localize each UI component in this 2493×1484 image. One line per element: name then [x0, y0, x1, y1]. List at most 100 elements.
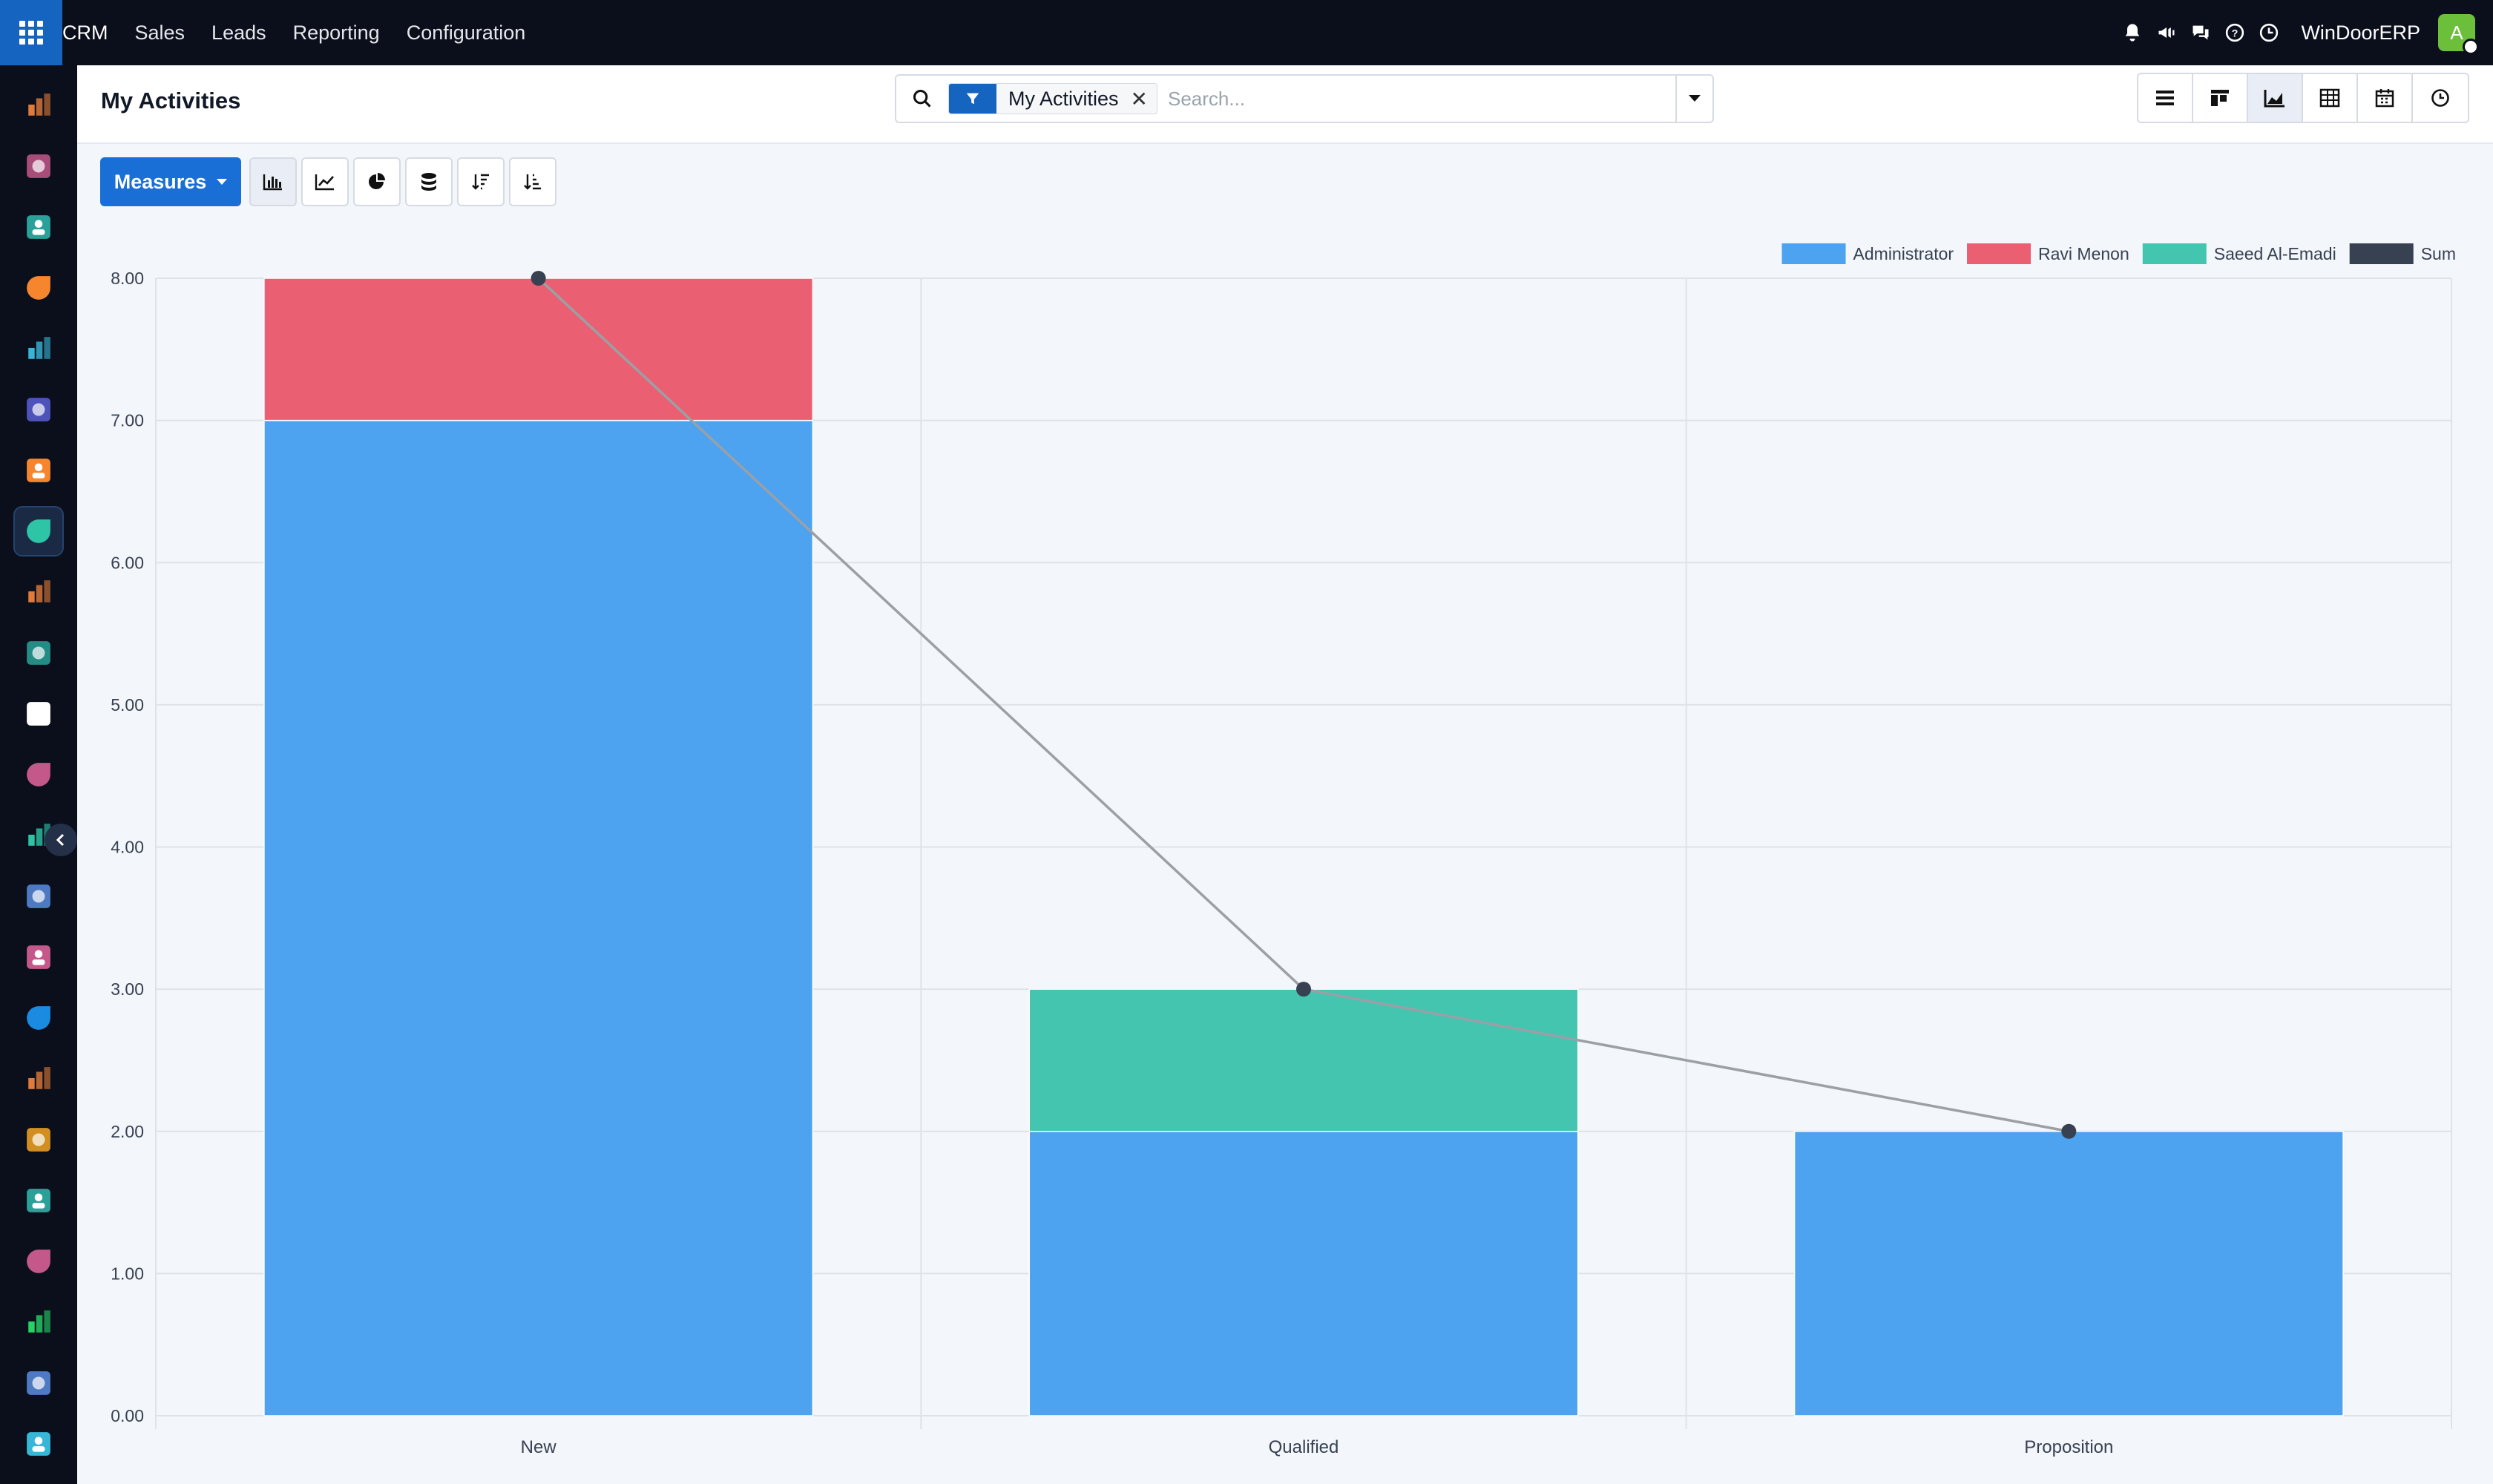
website-app-icon[interactable]	[15, 325, 62, 372]
filter-icon	[949, 84, 996, 114]
knowledge-app-icon[interactable]	[15, 873, 62, 920]
y-tick-label: 0.00	[111, 1406, 144, 1425]
menu-item-reporting[interactable]: Reporting	[292, 21, 380, 44]
kanban-view-button[interactable]	[2193, 74, 2248, 122]
x-tick-label: New	[521, 1437, 557, 1457]
app-sidebar	[0, 65, 77, 1484]
graph-chart: 0.00 1.00 2.00 3.00 4.00 5.00 6.00 7.00 8.00 New Q…	[111, 243, 2456, 1457]
discuss-app-icon[interactable]	[15, 142, 62, 190]
legend-swatch-saeed-al-emadi	[2142, 243, 2207, 264]
app-menu-button[interactable]	[0, 0, 62, 65]
timesheets-app-icon[interactable]	[15, 751, 62, 798]
menu-item-configuration[interactable]: Configuration	[406, 21, 526, 44]
sort-ascending-button[interactable]	[509, 157, 556, 206]
graph-toolbar	[249, 157, 561, 206]
y-tick-label: 3.00	[111, 979, 144, 999]
chat-icon[interactable]	[2184, 0, 2218, 65]
y-tick-label: 1.00	[111, 1264, 144, 1283]
pie-chart-button[interactable]	[353, 157, 401, 206]
legend-swatch-ravi-menon	[1967, 243, 2031, 264]
crm-app-icon[interactable]	[13, 506, 64, 556]
help-icon[interactable]: ?	[2218, 0, 2252, 65]
invoicing-app-icon[interactable]	[15, 994, 62, 1042]
barcode-app-icon[interactable]	[15, 933, 62, 981]
legend-label: Ravi Menon	[2038, 244, 2129, 263]
sum-point-qualified	[1296, 982, 1311, 997]
activity-view-icon	[2431, 89, 2449, 107]
y-tick-label: 4.00	[111, 838, 144, 857]
members-app-icon[interactable]	[15, 1055, 62, 1103]
sort-descending-button[interactable]	[457, 157, 505, 206]
sort-ascending-icon	[524, 174, 541, 190]
stacked-icon	[421, 173, 436, 191]
pie-chart-icon	[369, 173, 385, 189]
bar-saeed-al-emadi-qualified	[1028, 988, 1579, 1132]
megaphone-icon[interactable]	[2149, 0, 2184, 65]
measures-button[interactable]: Measures	[100, 157, 241, 206]
email-marketing-app-icon[interactable]	[15, 386, 62, 433]
x-tick-label: Qualified	[1269, 1437, 1339, 1457]
bell-icon[interactable]	[2115, 0, 2149, 65]
stacked-button[interactable]	[405, 157, 453, 206]
legend-label: Saeed Al-Emadi	[2214, 244, 2336, 263]
bar-chart-icon	[263, 174, 282, 191]
sidebar-collapse-button[interactable]	[45, 824, 77, 856]
kanban-view-icon	[2211, 90, 2229, 106]
page-title: My Activities	[101, 88, 241, 114]
control-panel: My Activities My Activities ✕	[77, 65, 2493, 144]
apps-app-icon[interactable]	[15, 1238, 62, 1285]
contacts-app-icon[interactable]	[15, 203, 62, 251]
calendar-view-icon	[2375, 89, 2394, 108]
calendar-app-icon[interactable]	[15, 1116, 62, 1163]
search-facet: My Activities ✕	[948, 83, 1157, 114]
whatsapp-app-icon[interactable]	[15, 1298, 62, 1346]
y-tick-label: 7.00	[111, 411, 144, 430]
livechat-app-icon[interactable]	[15, 264, 62, 312]
user-avatar[interactable]: A	[2438, 14, 2479, 55]
graph-view-button[interactable]	[2248, 74, 2303, 122]
sum-point-proposition	[2061, 1123, 2077, 1139]
pivot-view-button[interactable]	[2303, 74, 2358, 122]
menu-item-crm[interactable]: CRM	[62, 21, 108, 44]
measures-label: Measures	[114, 170, 207, 193]
chevron-left-icon	[56, 833, 65, 847]
menu-item-sales[interactable]: Sales	[134, 21, 185, 44]
y-tick-label: 6.00	[111, 553, 144, 572]
sales-app-icon[interactable]	[15, 568, 62, 616]
clock-icon[interactable]	[2252, 0, 2286, 65]
y-tick-label: 8.00	[111, 269, 144, 288]
legend-label: Sum	[2421, 244, 2456, 263]
facet-remove-icon[interactable]: ✕	[1130, 87, 1148, 111]
bar-administrator-new	[263, 419, 814, 1416]
bar-ravi-menon-new	[263, 278, 814, 421]
company-name[interactable]: WinDoorERP	[2301, 21, 2420, 44]
line-chart-button[interactable]	[301, 157, 349, 206]
legend-label: Administrator	[1853, 244, 1954, 263]
svg-text:?: ?	[2232, 27, 2239, 39]
legend-swatch-sum	[2349, 243, 2414, 264]
menu-item-leads[interactable]: Leads	[211, 21, 266, 44]
search-options-toggle[interactable]	[1675, 76, 1712, 122]
facet-label: My Activities	[1008, 87, 1119, 110]
website2-app-icon[interactable]	[15, 1420, 62, 1468]
view-switcher	[2137, 73, 2469, 123]
x-tick-label: Proposition	[2024, 1437, 2113, 1457]
systray: ? WinDoorERP A	[2115, 0, 2493, 65]
search-input[interactable]	[1168, 87, 1675, 111]
caret-down-icon	[1689, 95, 1701, 102]
helpdesk-app-icon[interactable]	[15, 1359, 62, 1407]
search-icon[interactable]	[896, 88, 948, 109]
caret-down-icon	[217, 179, 228, 185]
notes-app-icon[interactable]	[15, 447, 62, 494]
dashboards-app-icon[interactable]	[15, 82, 62, 129]
employees-app-icon[interactable]	[15, 629, 62, 677]
list-view-button[interactable]	[2138, 74, 2193, 122]
activity-view-button[interactable]	[2413, 74, 2468, 122]
legend-swatch-administrator	[1781, 243, 1846, 264]
sign-app-icon[interactable]	[15, 1177, 62, 1224]
avatar-initial: A	[2450, 21, 2463, 44]
bar-administrator-qualified	[1028, 1131, 1579, 1416]
bar-chart-button[interactable]	[249, 157, 297, 206]
inventory-app-icon[interactable]	[15, 690, 62, 738]
calendar-view-button[interactable]	[2358, 74, 2413, 122]
